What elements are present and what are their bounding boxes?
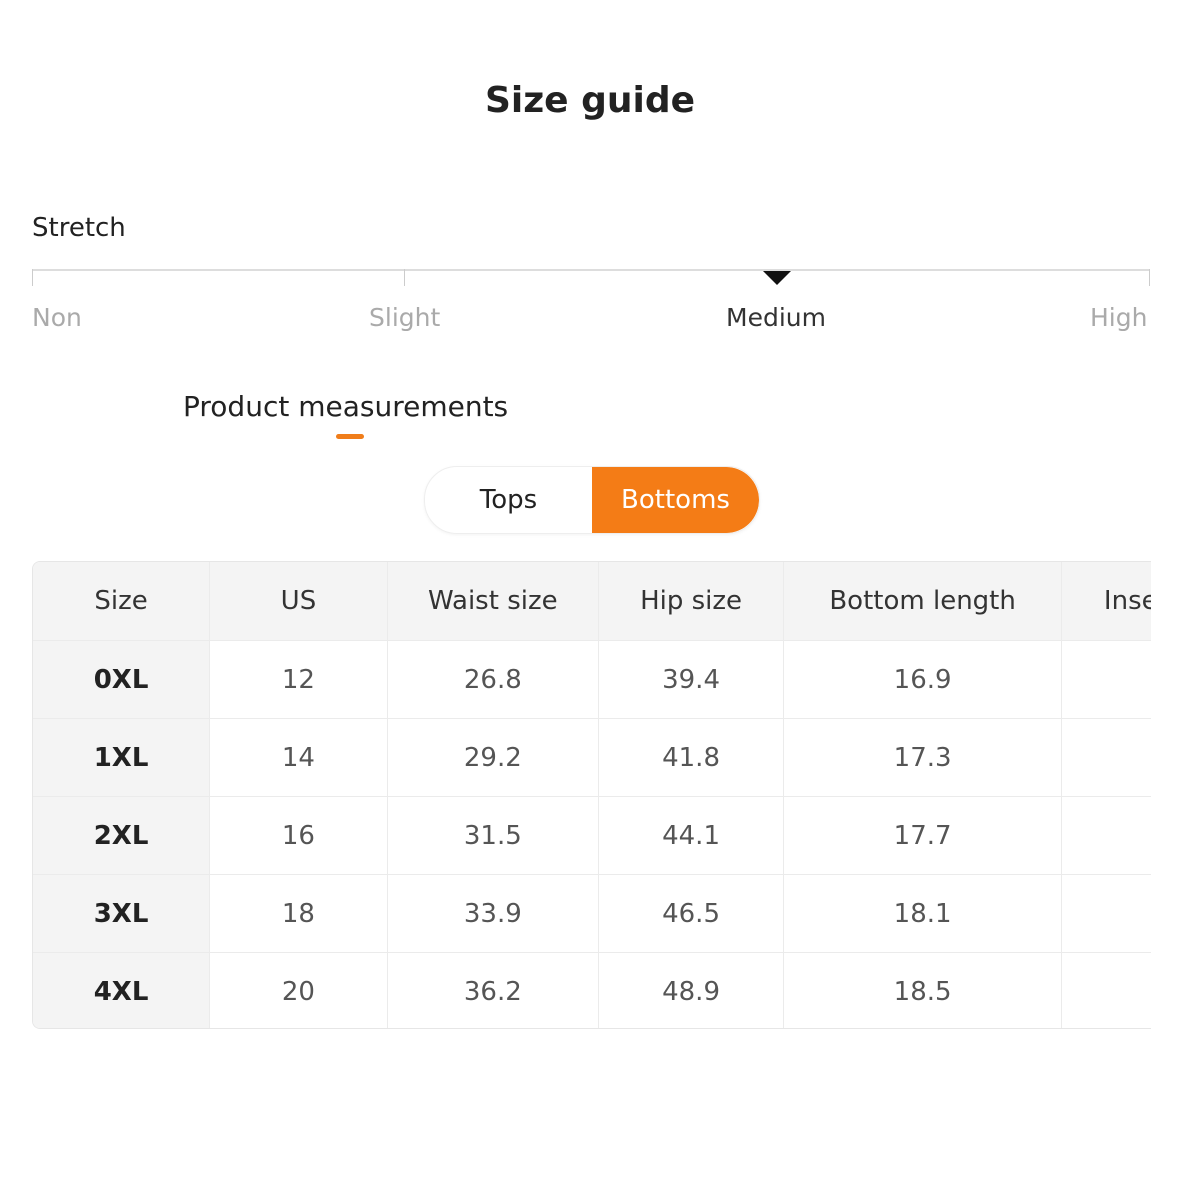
size-table: Size US Waist size Hip size Bottom lengt… (32, 561, 1151, 1029)
value-cell: 14 (209, 718, 388, 797)
value-cell: 18.1 (783, 874, 1062, 953)
bottoms-button[interactable]: Bottoms (592, 467, 759, 533)
tops-button[interactable]: Tops (479, 485, 538, 515)
value-cell: 44.1 (598, 796, 785, 875)
value-cell: 41.8 (598, 718, 785, 797)
value-cell: 7.1 (1061, 952, 1151, 1028)
header-bottom-length: Bottom length (783, 562, 1062, 641)
size-cell: 1XL (33, 718, 211, 797)
value-cell: 6.9 (1061, 874, 1151, 953)
section-title[interactable]: Product measurements (183, 390, 509, 423)
header-size: Size (33, 562, 211, 641)
table-header-row: Size US Waist size Hip size Bottom lengt… (33, 562, 1151, 641)
value-cell: 16 (209, 796, 388, 875)
value-cell: 26.8 (387, 640, 599, 719)
stretch-marker-icon (763, 271, 791, 285)
value-cell: 31.5 (387, 796, 599, 875)
size-cell: 2XL (33, 796, 211, 875)
stretch-level-medium: Medium (726, 303, 826, 332)
stretch-scale (32, 269, 1150, 271)
value-cell: 6.5 (1061, 718, 1151, 797)
value-cell: 18 (209, 874, 388, 953)
value-cell: 6.3 (1061, 640, 1151, 719)
value-cell: 18.5 (783, 952, 1062, 1028)
stretch-label: Stretch (32, 213, 126, 243)
value-cell: 6.7 (1061, 796, 1151, 875)
stretch-level-non: Non (32, 303, 82, 332)
stretch-level-high: High (1090, 303, 1148, 332)
value-cell: 33.9 (387, 874, 599, 953)
scale-tick (1149, 269, 1150, 286)
value-cell: 48.9 (598, 952, 785, 1028)
value-cell: 46.5 (598, 874, 785, 953)
scale-tick (32, 269, 33, 286)
value-cell: 29.2 (387, 718, 599, 797)
header-hip: Hip size (598, 562, 785, 641)
value-cell: 17.3 (783, 718, 1062, 797)
category-toggle: Tops Bottoms (424, 466, 760, 534)
size-cell: 3XL (33, 874, 211, 953)
value-cell: 36.2 (387, 952, 599, 1028)
header-us: US (209, 562, 388, 641)
stretch-level-slight: Slight (369, 303, 441, 332)
value-cell: 17.7 (783, 796, 1062, 875)
size-cell: 4XL (33, 952, 211, 1028)
value-cell: 12 (209, 640, 388, 719)
page-title: Size guide (484, 80, 696, 121)
value-cell: 20 (209, 952, 388, 1028)
value-cell: 39.4 (598, 640, 785, 719)
active-tab-indicator (336, 434, 364, 439)
size-cell: 0XL (33, 640, 211, 719)
value-cell: 16.9 (783, 640, 1062, 719)
header-inseam-length: Inseam length (1061, 562, 1151, 641)
header-waist: Waist size (387, 562, 599, 641)
scale-tick (404, 269, 405, 286)
